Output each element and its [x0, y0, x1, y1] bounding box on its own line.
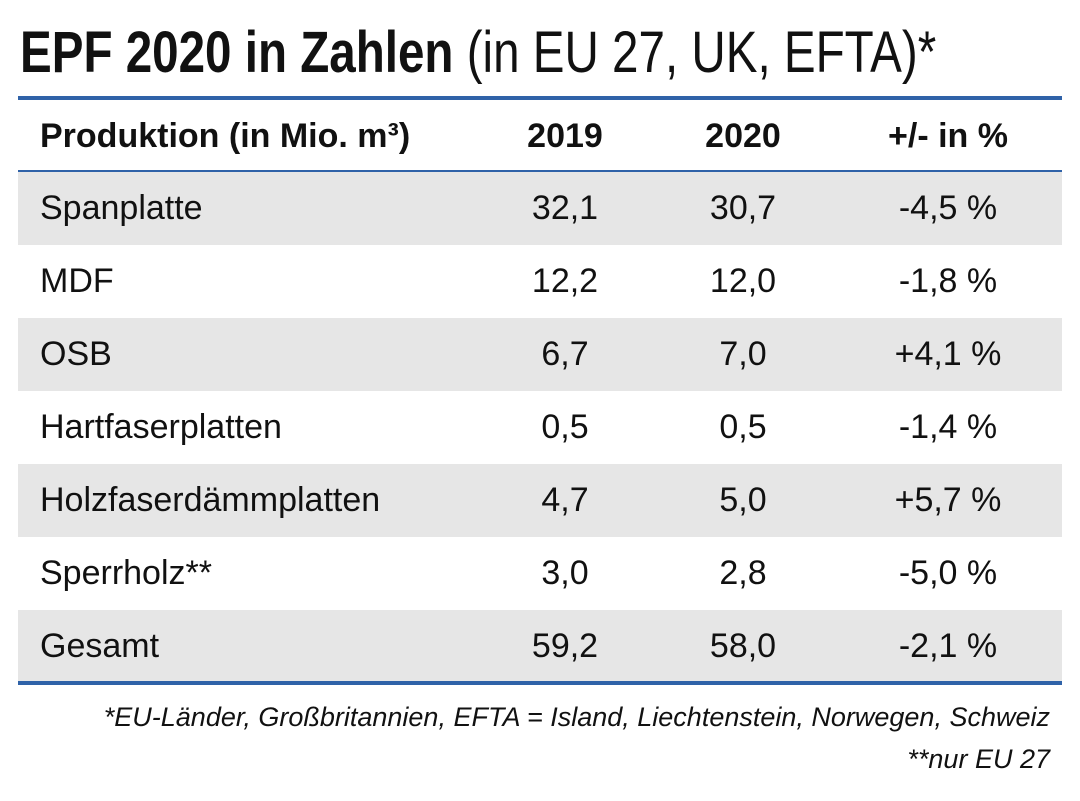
cell-value: 4,7	[478, 464, 652, 537]
column-header: 2019	[527, 116, 603, 155]
cell-value: -1,4 %	[898, 408, 998, 446]
title-rest: (in EU 27, UK, EFTA)*	[466, 20, 937, 85]
column-header: Produktion (in Mio. m³)	[40, 116, 411, 155]
cell-label: MDF	[40, 262, 114, 300]
footnote: *EU-Länder, Großbritannien, EFTA = Islan…	[103, 702, 1050, 732]
cell-value: 0,5	[541, 408, 589, 446]
cell-label: OSB	[18, 318, 478, 391]
cell-value: -2,1 %	[834, 610, 1062, 683]
table-row: Spanplatte 32,1 30,7 -4,5 %	[18, 172, 1062, 245]
cell-label: Gesamt	[18, 610, 478, 683]
table-row: OSB 6,7 7,0 +4,1 %	[18, 318, 1062, 391]
column-header: +/- in %	[888, 116, 1008, 155]
title: EPF 2020 in Zahlen (in EU 27, UK, EFTA)*	[20, 18, 936, 88]
table-row: MDF 12,2 12,0 -1,8 %	[18, 245, 1062, 318]
cell-value: 12,0	[709, 262, 777, 300]
table: Produktion (in Mio. m³) 2019 2020 +/- in % …	[18, 100, 1062, 683]
title-bold: EPF 2020 in Zahlen	[20, 20, 454, 85]
table-row: Holzfaserdämmplatten 4,7 5,0 +5,7 %	[18, 464, 1062, 537]
footnote: **nur EU 27	[907, 744, 1050, 774]
cell-value: +5,7 %	[834, 464, 1062, 537]
rule	[18, 96, 1062, 100]
cell-value: 58,0	[652, 610, 834, 683]
cell-value: 2,8	[719, 554, 767, 592]
cell-value: 32,1	[478, 172, 652, 245]
header-row: Produktion (in Mio. m³) 2019 2020 +/- in %	[18, 100, 1062, 172]
cell-value: 12,2	[531, 262, 599, 300]
cell-value: +4,1 %	[834, 318, 1062, 391]
cell-value: 7,0	[652, 318, 834, 391]
rule	[18, 681, 1062, 685]
cell-value: 30,7	[652, 172, 834, 245]
cell-label: Holzfaserdämmplatten	[18, 464, 478, 537]
cell-value: -1,8 %	[898, 262, 998, 300]
cell-value: -5,0 %	[898, 554, 998, 592]
cell-label: Sperrholz**	[40, 554, 212, 592]
cell-value: 59,2	[478, 610, 652, 683]
cell-value: -4,5 %	[834, 172, 1062, 245]
table-body: Spanplatte 32,1 30,7 -4,5 % MDF 12,2 12,0 -1,8 …	[18, 172, 1062, 683]
cell-value: 5,0	[652, 464, 834, 537]
column-header: 2020	[705, 116, 781, 155]
cell-label: Spanplatte	[18, 172, 478, 245]
cell-value: 6,7	[478, 318, 652, 391]
cell-value: 3,0	[541, 554, 589, 592]
cell-label: Hartfaserplatten	[40, 408, 282, 446]
table-row: Gesamt 59,2 58,0 -2,1 %	[18, 610, 1062, 683]
table-row: Sperrholz** 3,0 2,8 -5,0 %	[18, 537, 1062, 610]
table-row: Hartfaserplatten 0,5 0,5 -1,4 %	[18, 391, 1062, 464]
cell-value: 0,5	[719, 408, 767, 446]
